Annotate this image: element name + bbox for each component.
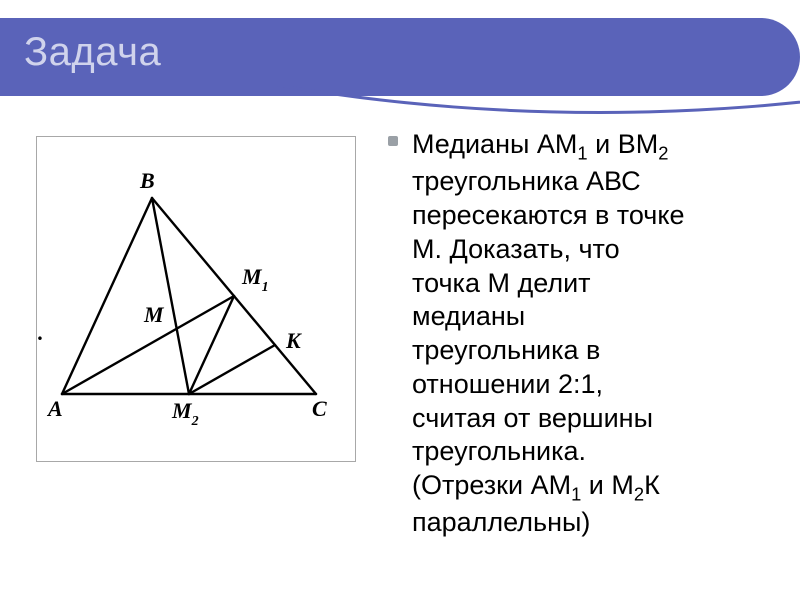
- problem-line: точка М делит: [412, 268, 591, 298]
- label-B: B: [139, 168, 155, 193]
- problem-line: отношении 2:1,: [412, 369, 603, 399]
- label-M1: M1: [241, 264, 269, 295]
- slide-title: Задача: [24, 30, 161, 75]
- bullet-icon: [388, 136, 398, 146]
- problem-line: треугольника.: [412, 436, 586, 466]
- segment-M1-M2: [189, 296, 234, 394]
- slide: Задача A B C M1 M2 K M. Медианы АМ1 и ВМ2 треуг…: [0, 0, 800, 600]
- label-K: K: [285, 328, 302, 353]
- label-C: C: [312, 396, 327, 421]
- segment-M2-K: [189, 345, 275, 394]
- segment-A-B: [62, 198, 152, 394]
- problem-line: пересекаются в точке: [412, 200, 684, 230]
- triangle-diagram: A B C M1 M2 K M.: [36, 164, 356, 454]
- problem-line: треугольника в: [412, 335, 600, 365]
- problem-text: Медианы АМ1 и ВМ2 треугольника АВС пересек…: [412, 128, 778, 540]
- segment-B-M2: [152, 198, 189, 394]
- problem-line: треугольника АВС: [412, 166, 641, 196]
- label-A: A: [46, 396, 63, 421]
- label-M2: M2: [171, 398, 199, 429]
- problem-line: медианы: [412, 301, 525, 331]
- problem-line: считая от вершины: [412, 403, 653, 433]
- title-arc: [0, 86, 800, 120]
- slide-body: A B C M1 M2 K M. Медианы АМ1 и ВМ2 треугольника…: [0, 120, 800, 590]
- label-dot: .: [38, 320, 44, 345]
- problem-line: Медианы АМ1 и ВМ2: [412, 129, 668, 159]
- label-M: M: [143, 302, 165, 327]
- problem-line: М. Доказать, что: [412, 234, 620, 264]
- problem-line: параллельны): [412, 507, 590, 537]
- problem-line: (Отрезки АМ1 и М2К: [412, 470, 660, 500]
